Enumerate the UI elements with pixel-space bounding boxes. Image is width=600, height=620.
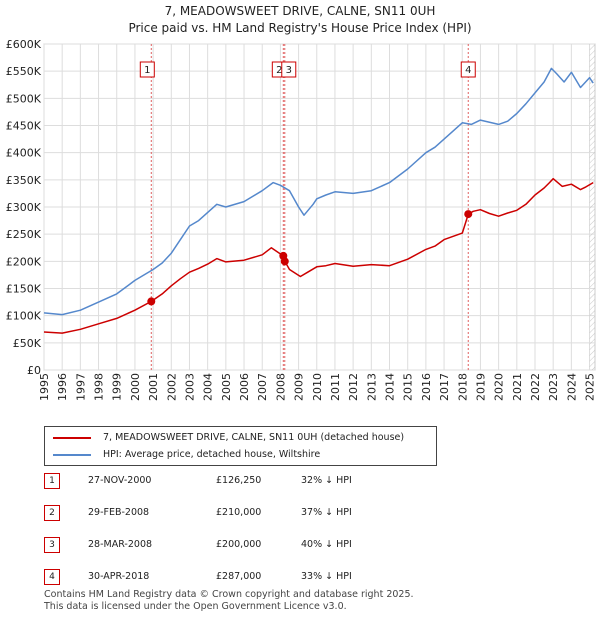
x-tick-label: 1999 bbox=[111, 373, 124, 401]
property-price-line bbox=[43, 177, 594, 334]
y-tick-label: £300K bbox=[6, 201, 42, 214]
x-tick-label: 2025 bbox=[584, 373, 597, 401]
x-tick-label: 2000 bbox=[129, 373, 142, 401]
hpi-line bbox=[43, 67, 594, 316]
legend-label-hpi: HPI: Average price, detached house, Wilt… bbox=[103, 449, 321, 460]
transaction-hpi-diff: 37% ↓ HPI bbox=[301, 507, 352, 518]
x-tick-label: 2008 bbox=[274, 373, 287, 401]
x-tick-label: 2023 bbox=[547, 373, 560, 401]
attribution-footer: Contains HM Land Registry data © Crown c… bbox=[44, 589, 414, 613]
x-tick-label: 2024 bbox=[565, 373, 578, 401]
legend-item-hpi: HPI: Average price, detached house, Wilt… bbox=[53, 447, 320, 463]
transaction-badge: 4 bbox=[44, 569, 60, 585]
sale-point bbox=[280, 257, 289, 266]
transaction-badge: 3 bbox=[44, 537, 60, 553]
x-tick-label: 2004 bbox=[202, 373, 215, 401]
legend-item-property: 7, MEADOWSWEET DRIVE, CALNE, SN11 0UH (d… bbox=[53, 430, 404, 446]
x-tick-label: 2021 bbox=[511, 373, 524, 401]
x-axis-ticks: 1995 1996 1997 1998 1999 2000 2001 2002 2003 2004… bbox=[38, 373, 597, 401]
y-tick-label: £550K bbox=[6, 65, 42, 78]
x-tick-label: 2001 bbox=[147, 373, 160, 401]
y-tick-label: £100K bbox=[6, 310, 42, 323]
attribution-line-1: Contains HM Land Registry data © Crown c… bbox=[44, 589, 414, 600]
y-tick-label: £500K bbox=[6, 92, 42, 105]
attribution-line-2: This data is licensed under the Open Gov… bbox=[44, 601, 347, 612]
table-row: 3 28-MAR-2008 £200,000 40% ↓ HPI bbox=[44, 537, 464, 553]
x-tick-label: 1995 bbox=[38, 373, 51, 401]
x-tick-label: 2018 bbox=[456, 373, 469, 401]
y-tick-label: £350K bbox=[6, 174, 42, 187]
x-tick-label: 2014 bbox=[384, 373, 397, 401]
legend-label-property: 7, MEADOWSWEET DRIVE, CALNE, SN11 0UH (d… bbox=[103, 432, 405, 443]
x-tick-label: 2022 bbox=[529, 373, 542, 401]
legend-swatch-hpi bbox=[53, 453, 91, 456]
legend-swatch-property bbox=[53, 436, 91, 439]
chart-subtitle-text: Price paid vs. HM Land Registry's House … bbox=[128, 21, 472, 35]
x-tick-label: 2016 bbox=[420, 373, 433, 401]
transaction-label-box bbox=[460, 61, 476, 78]
transaction-label: 1 bbox=[144, 65, 150, 76]
y-tick-label: £400K bbox=[6, 147, 42, 160]
sale-point bbox=[147, 297, 156, 306]
chart-title-text: 7, MEADOWSWEET DRIVE, CALNE, SN11 0UH bbox=[164, 4, 436, 18]
y-tick-label: £50K bbox=[13, 337, 42, 350]
x-tick-label: 1998 bbox=[93, 373, 106, 401]
transaction-label-box bbox=[139, 61, 155, 78]
future-hatch-area bbox=[589, 44, 595, 370]
x-tick-label: 1997 bbox=[74, 373, 87, 401]
transaction-date: 29-FEB-2008 bbox=[88, 507, 150, 518]
y-axis-ticks: £0 £50K £100K £150K £200K £250K £300K £350K £400… bbox=[6, 38, 42, 377]
transaction-price: £200,000 bbox=[216, 539, 262, 550]
table-row: 4 30-APR-2018 £287,000 33% ↓ HPI bbox=[44, 569, 464, 585]
chart-title: 7, MEADOWSWEET DRIVE, CALNE, SN11 0UH Pr… bbox=[0, 3, 600, 37]
y-tick-label: £250K bbox=[6, 228, 42, 241]
transaction-badge: 1 bbox=[44, 473, 60, 489]
transaction-label: 2 bbox=[276, 65, 282, 76]
x-tick-label: 2012 bbox=[347, 373, 360, 401]
y-tick-label: £200K bbox=[6, 255, 42, 268]
x-tick-label: 2015 bbox=[402, 373, 415, 401]
x-tick-label: 2003 bbox=[183, 373, 196, 401]
x-tick-label: 2005 bbox=[220, 373, 233, 401]
x-tick-label: 2011 bbox=[329, 373, 342, 401]
transaction-hpi-diff: 40% ↓ HPI bbox=[301, 539, 352, 550]
transaction-price: £287,000 bbox=[216, 571, 262, 582]
y-tick-label: £0 bbox=[27, 364, 41, 377]
x-tick-label: 2017 bbox=[438, 373, 451, 401]
transaction-hpi-diff: 32% ↓ HPI bbox=[301, 475, 352, 486]
x-tick-label: 2010 bbox=[311, 373, 324, 401]
y-tick-label: £450K bbox=[6, 120, 42, 133]
x-tick-label: 2007 bbox=[256, 373, 269, 401]
y-tick-label: £600K bbox=[6, 38, 42, 51]
sale-point bbox=[464, 210, 473, 219]
transaction-date: 28-MAR-2008 bbox=[88, 539, 153, 550]
table-row: 1 27-NOV-2000 £126,250 32% ↓ HPI bbox=[44, 473, 464, 489]
grid-lines bbox=[43, 43, 595, 371]
series-lines bbox=[43, 67, 594, 334]
transaction-date: 27-NOV-2000 bbox=[88, 475, 152, 486]
transaction-label: 4 bbox=[465, 65, 471, 76]
transaction-hpi-diff: 33% ↓ HPI bbox=[301, 571, 352, 582]
chart-legend: 7, MEADOWSWEET DRIVE, CALNE, SN11 0UH (d… bbox=[44, 426, 437, 466]
x-tick-label: 2020 bbox=[493, 373, 506, 401]
x-tick-label: 2009 bbox=[293, 373, 306, 401]
transaction-badge: 2 bbox=[44, 505, 60, 521]
y-tick-label: £150K bbox=[6, 283, 42, 296]
transaction-label-box bbox=[281, 61, 297, 78]
future-hatch bbox=[589, 44, 595, 370]
transaction-price: £210,000 bbox=[216, 507, 262, 518]
transaction-label: 3 bbox=[286, 65, 292, 76]
x-tick-label: 2019 bbox=[474, 373, 487, 401]
x-tick-label: 2006 bbox=[238, 373, 251, 401]
transaction-date: 30-APR-2018 bbox=[88, 571, 150, 582]
table-row: 2 29-FEB-2008 £210,000 37% ↓ HPI bbox=[44, 505, 464, 521]
x-tick-label: 1996 bbox=[56, 373, 69, 401]
sale-points bbox=[147, 210, 473, 306]
x-tick-label: 2002 bbox=[165, 373, 178, 401]
x-tick-label: 2013 bbox=[365, 373, 378, 401]
transaction-price: £126,250 bbox=[216, 475, 262, 486]
